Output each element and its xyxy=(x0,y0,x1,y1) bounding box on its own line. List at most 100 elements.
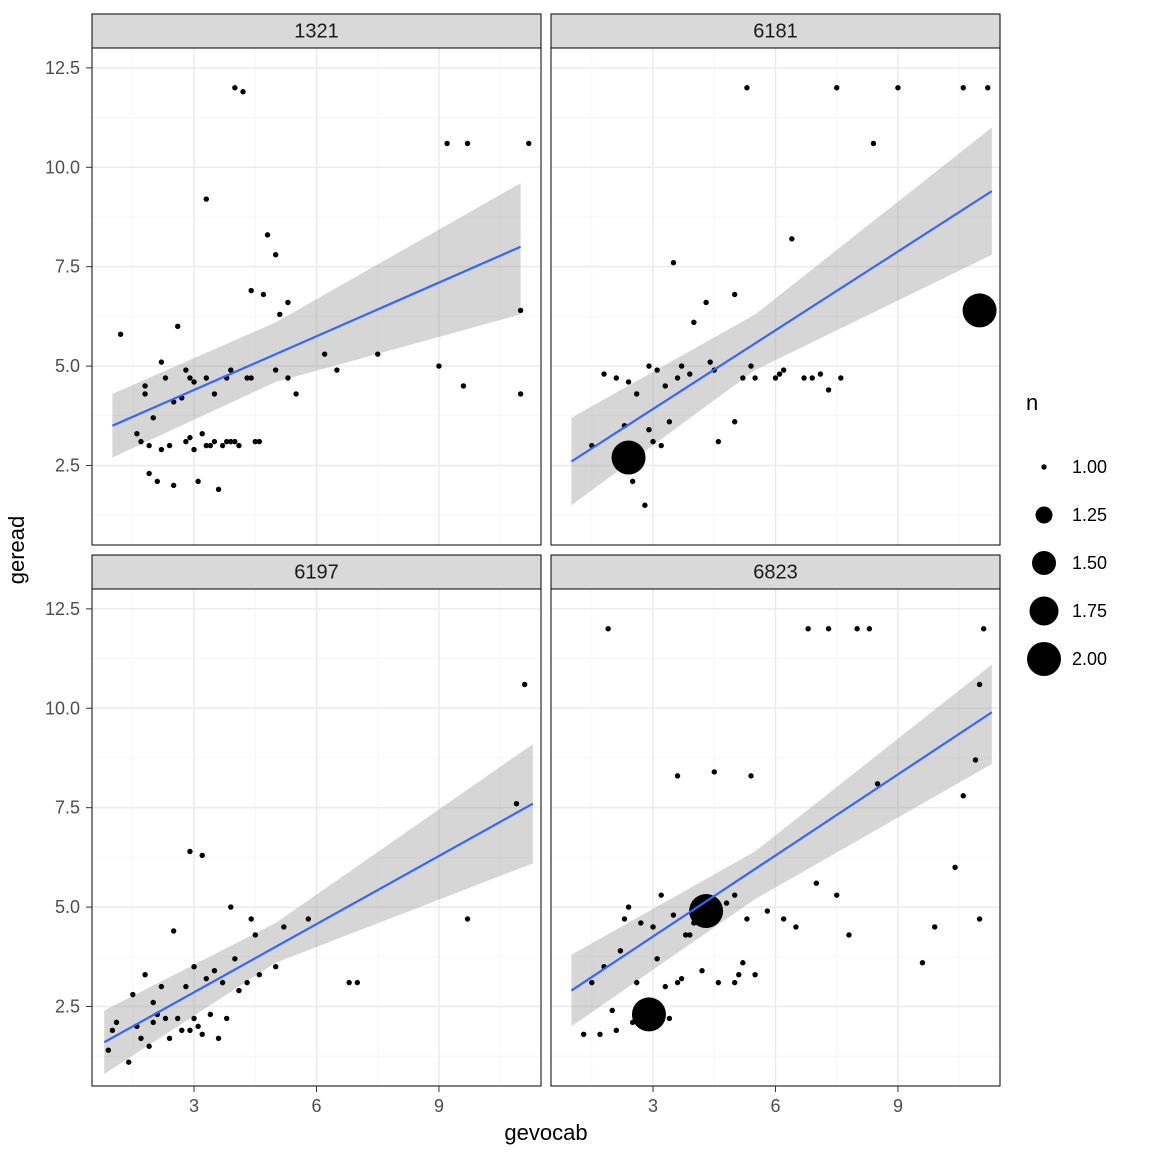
data-point xyxy=(159,359,164,364)
data-point xyxy=(977,916,982,921)
data-point xyxy=(601,371,606,376)
data-point xyxy=(638,920,643,925)
x-tick-label: 6 xyxy=(311,1096,321,1116)
data-point xyxy=(187,435,192,440)
data-point xyxy=(716,439,721,444)
y-tick-label: 2.5 xyxy=(55,455,80,475)
facet-6181: 6181 xyxy=(551,14,1000,545)
data-point xyxy=(179,1028,184,1033)
data-point xyxy=(248,375,253,380)
data-point xyxy=(614,375,619,380)
y-tick-label: 10.0 xyxy=(45,698,80,718)
data-point xyxy=(138,439,143,444)
y-tick-label: 12.5 xyxy=(45,58,80,78)
data-point xyxy=(375,351,380,356)
data-point xyxy=(346,980,351,985)
data-point xyxy=(634,980,639,985)
data-point xyxy=(732,980,737,985)
data-point xyxy=(679,976,684,981)
data-point xyxy=(175,324,180,329)
data-point xyxy=(322,351,327,356)
data-point xyxy=(110,1028,115,1033)
data-point xyxy=(818,371,823,376)
data-point xyxy=(581,1032,586,1037)
data-point xyxy=(167,1036,172,1041)
x-axis-title: gevocab xyxy=(504,1120,587,1145)
data-point xyxy=(689,894,723,928)
data-point xyxy=(867,626,872,631)
data-point xyxy=(630,479,635,484)
data-point xyxy=(171,483,176,488)
data-point xyxy=(261,292,266,297)
data-point xyxy=(675,773,680,778)
data-point xyxy=(167,443,172,448)
data-point xyxy=(444,141,449,146)
data-point xyxy=(712,769,717,774)
y-tick-label: 10.0 xyxy=(45,157,80,177)
data-point xyxy=(130,992,135,997)
data-point xyxy=(834,85,839,90)
data-point xyxy=(436,363,441,368)
y-tick-label: 12.5 xyxy=(45,599,80,619)
data-point xyxy=(183,367,188,372)
data-point xyxy=(748,363,753,368)
data-point xyxy=(195,479,200,484)
data-point xyxy=(183,984,188,989)
data-point xyxy=(789,236,794,241)
data-point xyxy=(707,359,712,364)
data-point xyxy=(146,1044,151,1049)
data-point xyxy=(752,972,757,977)
data-point xyxy=(285,300,290,305)
data-point xyxy=(752,375,757,380)
data-point xyxy=(163,375,168,380)
data-point xyxy=(265,232,270,237)
data-point xyxy=(293,391,298,396)
data-point xyxy=(220,443,225,448)
y-tick-label: 5.0 xyxy=(55,897,80,917)
data-point xyxy=(981,626,986,631)
data-point xyxy=(224,1016,229,1021)
data-point xyxy=(675,375,680,380)
data-point xyxy=(650,924,655,929)
data-point xyxy=(212,391,217,396)
x-tick-label: 9 xyxy=(893,1096,903,1116)
y-tick-label: 2.5 xyxy=(55,996,80,1016)
data-point xyxy=(781,367,786,372)
data-point xyxy=(826,387,831,392)
data-point xyxy=(236,988,241,993)
data-point xyxy=(187,375,192,380)
data-point xyxy=(838,375,843,380)
data-point xyxy=(773,375,778,380)
data-point xyxy=(257,439,262,444)
data-point xyxy=(175,1016,180,1021)
data-point xyxy=(212,439,217,444)
data-point xyxy=(589,980,594,985)
data-point xyxy=(810,375,815,380)
data-point xyxy=(151,415,156,420)
data-point xyxy=(518,308,523,313)
legend-swatch xyxy=(1030,597,1059,626)
data-point xyxy=(216,487,221,492)
facet-1321: 13212.55.07.510.012.5 xyxy=(45,14,541,545)
legend-swatch xyxy=(1027,642,1061,676)
data-point xyxy=(834,892,839,897)
data-point xyxy=(646,427,651,432)
data-point xyxy=(187,849,192,854)
data-point xyxy=(526,141,531,146)
data-point xyxy=(187,1028,192,1033)
data-point xyxy=(204,976,209,981)
data-point xyxy=(826,626,831,631)
data-point xyxy=(191,964,196,969)
data-point xyxy=(232,85,237,90)
data-point xyxy=(204,375,209,380)
data-point xyxy=(142,972,147,977)
data-point xyxy=(138,1036,143,1041)
data-point xyxy=(216,1036,221,1041)
data-point xyxy=(663,984,668,989)
data-point xyxy=(248,916,253,921)
facet-label: 1321 xyxy=(294,20,339,42)
data-point xyxy=(671,912,676,917)
facet-6197: 61973692.55.07.510.012.5 xyxy=(45,555,541,1116)
data-point xyxy=(963,293,997,327)
data-point xyxy=(707,904,712,909)
